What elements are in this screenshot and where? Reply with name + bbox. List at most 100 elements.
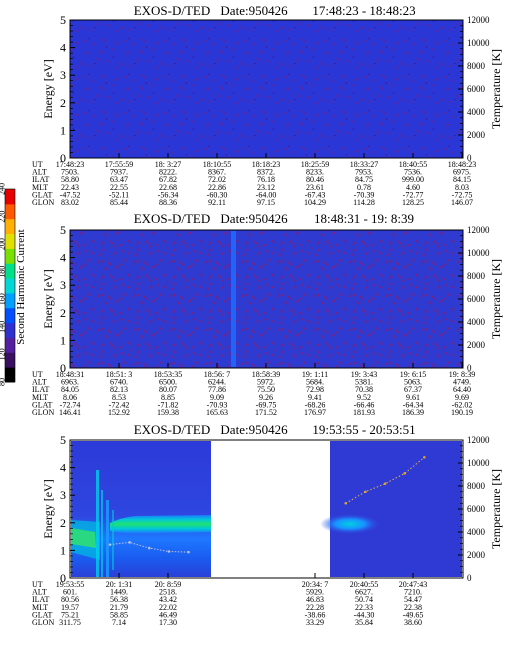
ephemeris-value: 75.21	[61, 610, 79, 619]
colorbar-ticks: 80 120 140 160 180 200 220 240	[0, 183, 7, 386]
colorbar-swatch	[5, 263, 15, 279]
panel-date: Date:950426	[220, 211, 288, 226]
ephemeris-value: 22.38	[404, 603, 422, 612]
energy-tick-label: 2	[60, 516, 66, 530]
ephemeris-value: 58.80	[61, 175, 79, 184]
ephemeris-value: 7937.	[110, 168, 128, 177]
ephemeris-value: 128.25	[402, 198, 424, 207]
ephemeris-value: 75.50	[257, 385, 275, 394]
temperature-tick-label: 10000	[467, 38, 490, 48]
ephemeris-value: 18:48:23	[448, 160, 476, 169]
colorbar-tick-label: 120	[0, 348, 7, 360]
ephemeris-value: 152.92	[108, 408, 130, 417]
colorbar-swatch	[5, 352, 15, 368]
colorbar-tick-label: 160	[0, 293, 7, 305]
temperature-tick-label: 6000	[467, 84, 486, 94]
temperature-tick-label: 0	[467, 363, 472, 373]
energy-tick-label: 2	[60, 96, 66, 110]
ephemeris-value: 8.03	[455, 183, 469, 192]
ephemeris-row-label: ILAT	[32, 385, 49, 394]
ephemeris-value: 8.85	[161, 393, 175, 402]
ephemeris-value: 18:33:27	[350, 160, 378, 169]
ephemeris-value: 7.14	[112, 618, 126, 627]
ephemeris-value: 46.83	[306, 595, 324, 604]
energy-tick-label: 0	[60, 361, 66, 375]
ephemeris-row-label: ALT	[32, 168, 47, 177]
energy-tick-label: 5	[60, 13, 66, 27]
temperature-tick-label: 6000	[467, 504, 486, 514]
ephemeris-value: 22.68	[159, 183, 177, 192]
ephemeris-value: 88.36	[159, 198, 177, 207]
ephemeris-value: 67.82	[159, 175, 177, 184]
colorbar-scale	[4, 188, 16, 383]
ephemeris-value: 999.00	[402, 175, 424, 184]
ephemeris-row-label: ALT	[32, 378, 47, 387]
temperature-tick-label: 10000	[467, 248, 490, 258]
ephemeris-value: 22.43	[61, 183, 79, 192]
energy-tick-label: 4	[60, 41, 66, 55]
energy-tick-label: 5	[60, 223, 66, 237]
ephemeris-value: -72.42	[109, 400, 130, 409]
ephemeris-value: -49.65	[403, 610, 424, 619]
temperature-tick-label: 0	[467, 573, 472, 583]
colorbar-swatch	[5, 278, 15, 294]
ephemeris-value: 159.38	[157, 408, 179, 417]
ephemeris-value: 33.29	[306, 618, 324, 627]
ephemeris-value: 6975.	[453, 168, 471, 177]
energy-axis-label: Energy [eV]	[41, 269, 55, 328]
ephemeris-table: UTALTILATMLTGLATGLON18:48:316963.84.058.…	[32, 370, 475, 417]
ephemeris-value: 17:48:23	[56, 160, 84, 169]
spectrogram-heatmap	[69, 229, 464, 369]
energy-tick-label: 3	[60, 68, 66, 82]
ephemeris-row-label: GLAT	[32, 190, 53, 199]
ephemeris-value: 18:53:35	[154, 370, 182, 379]
ephemeris-value: 165.63	[206, 408, 228, 417]
colorbar-swatch	[5, 189, 15, 205]
ephemeris-value: 46.49	[159, 610, 177, 619]
spectrogram-segment-left	[71, 441, 211, 577]
spectrogram-segment-right	[320, 441, 462, 577]
ephemeris-value: -72.77	[403, 190, 424, 199]
ephemeris-value: -52.11	[109, 190, 129, 199]
ephemeris-value: 104.29	[304, 198, 326, 207]
colorbar-frame	[4, 188, 16, 383]
ephemeris-value: 22.33	[355, 603, 373, 612]
ephemeris-value: 6963.	[61, 378, 79, 387]
ephemeris-value: 601.	[63, 588, 77, 597]
ephemeris-value: 21.79	[110, 603, 128, 612]
panel-time-range: 19:53:55 - 20:53:51	[312, 422, 415, 437]
ephemeris-value: -47.52	[60, 190, 81, 199]
ephemeris-value: 4749.	[453, 378, 471, 387]
ephemeris-value: 54.47	[404, 595, 422, 604]
ephemeris-value: 146.41	[59, 408, 81, 417]
ephemeris-value: -72.74	[60, 400, 81, 409]
temperature-point	[108, 543, 112, 546]
ephemeris-value: 6500.	[159, 378, 177, 387]
ephemeris-value: 171.52	[255, 408, 277, 417]
ephemeris-row-label: GLON	[32, 618, 54, 627]
ephemeris-row-label: MLT	[32, 393, 48, 402]
ephemeris-value: 7503.	[61, 168, 79, 177]
colorbar-swatch	[5, 203, 15, 220]
energy-axis-label: Energy [eV]	[41, 59, 55, 118]
ephemeris-value: 19:53:55	[56, 580, 84, 589]
ephemeris-value: 18:18:23	[252, 160, 280, 169]
temperature-tick-label: 8000	[467, 271, 486, 281]
ephemeris-value: 19: 8:39	[449, 370, 475, 379]
energy-tick-label: 1	[60, 123, 66, 137]
colorbar-swatch	[5, 337, 15, 353]
ephemeris-row-label: MLT	[32, 603, 48, 612]
ephemeris-value: 18:40:55	[399, 160, 427, 169]
ephemeris-value: 311.75	[59, 618, 81, 627]
ephemeris-value: 22.28	[306, 603, 324, 612]
temperature-tick-label: 6000	[467, 294, 486, 304]
ephemeris-value: 50.74	[355, 595, 373, 604]
time-axis-ticks	[69, 153, 463, 158]
ephemeris-row-label: GLON	[32, 198, 54, 207]
energy-axis-ticks: 0 1 2 3 4 5	[60, 223, 75, 375]
ephemeris-value: 80.07	[159, 385, 177, 394]
ephemeris-value: 19: 6:15	[400, 370, 426, 379]
temperature-tick-label: 12000	[467, 435, 490, 445]
colorbar-swatch	[5, 322, 15, 338]
ephemeris-value: 5063.	[404, 378, 422, 387]
